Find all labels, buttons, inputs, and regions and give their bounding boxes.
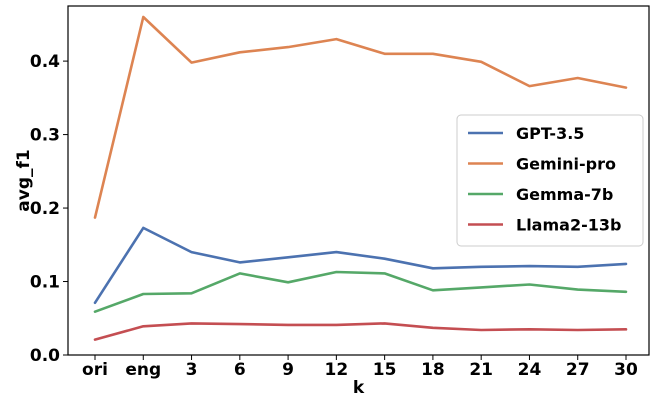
- series-line-gemini-pro: [93, 15, 628, 219]
- x-tick-label: eng: [125, 360, 161, 380]
- legend-label-llama2-13b: Llama2-13b: [516, 216, 621, 235]
- y-tick-label: 0.4: [30, 52, 60, 72]
- y-tick-label: 0.0: [30, 346, 60, 366]
- x-tick-label: 12: [325, 360, 349, 380]
- x-tick-label: 3: [186, 360, 198, 380]
- y-tick-label: 0.2: [30, 199, 60, 219]
- legend-frame: [456, 114, 644, 247]
- y-tick-label: 0.3: [30, 126, 60, 146]
- series-layer: [93, 15, 628, 341]
- x-tick-label: 6: [234, 360, 246, 380]
- series-line-gpt-3-5: [93, 226, 628, 305]
- x-tick-label: 18: [421, 360, 445, 380]
- y-axis-label: avg_f1: [14, 149, 34, 211]
- x-tick-label: 15: [373, 360, 397, 380]
- x-tick-label: 9: [282, 360, 294, 380]
- legend-label-gpt-3-5: GPT-3.5: [516, 124, 584, 143]
- x-tick-label: 30: [614, 360, 638, 380]
- y-axis-ticks: 0.0 0.1 0.2 0.3 0.4: [30, 52, 68, 366]
- x-tick-label: 24: [518, 360, 542, 380]
- x-axis-ticks: ori eng 3 6 9 12 15 18 21 24 27 30: [82, 355, 638, 380]
- series-line-llama2-13b: [93, 322, 628, 341]
- plot-area-frame: [67, 5, 650, 356]
- series-line-gemma-7b: [93, 270, 628, 314]
- x-tick-label: 27: [566, 360, 590, 380]
- legend-items: GPT-3.5 Gemini-pro Gemma-7b Llama2-13b: [468, 124, 621, 235]
- x-tick-label: 21: [469, 360, 493, 380]
- legend-label-gemma-7b: Gemma-7b: [516, 185, 613, 204]
- x-axis-label: k: [353, 378, 365, 398]
- x-tick-label: ori: [82, 360, 108, 380]
- y-tick-label: 0.1: [30, 273, 60, 293]
- legend-label-gemini-pro: Gemini-pro: [516, 155, 616, 174]
- legend: GPT-3.5 Gemini-pro Gemma-7b Llama2-13b: [456, 114, 644, 247]
